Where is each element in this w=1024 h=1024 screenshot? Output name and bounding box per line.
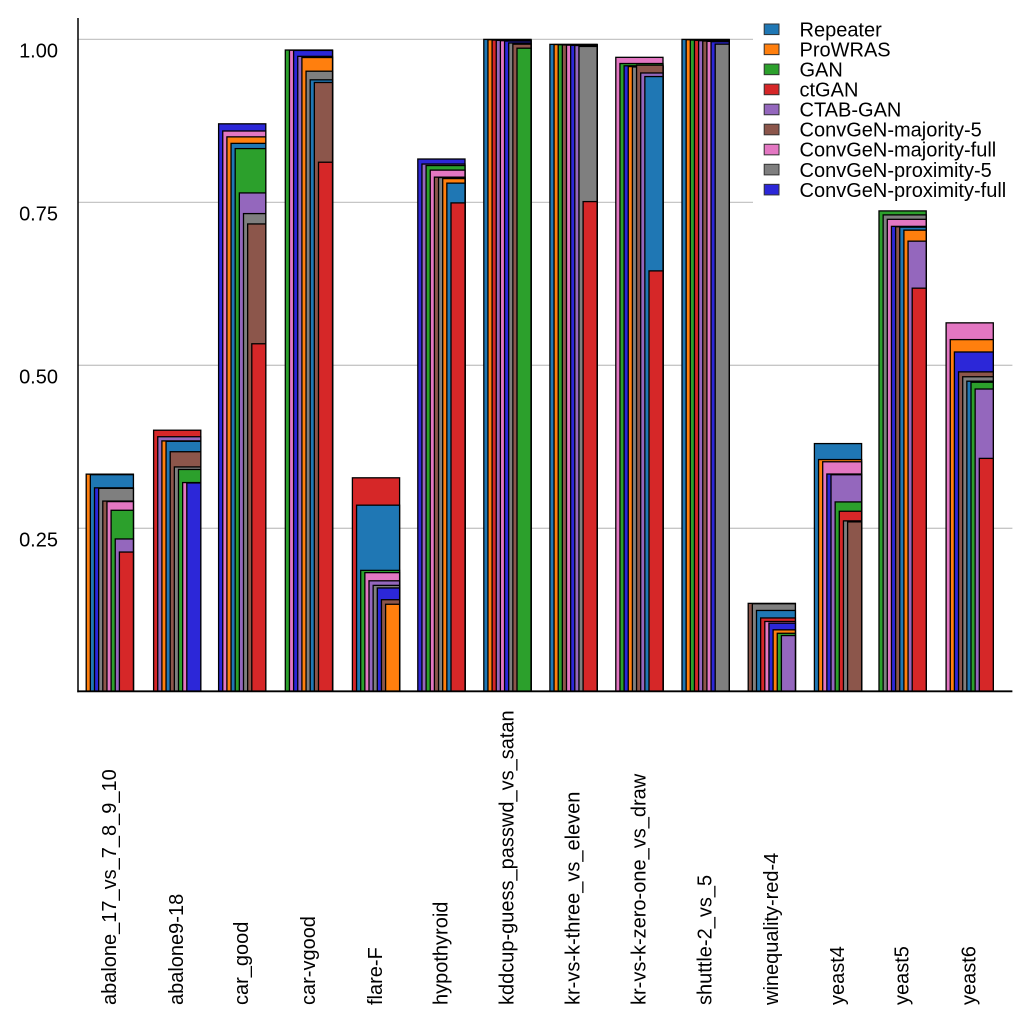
- svg-text:1.00: 1.00: [19, 40, 58, 62]
- svg-text:ctGAN: ctGAN: [800, 80, 859, 102]
- svg-text:shuttle-2_vs_5: shuttle-2_vs_5: [695, 875, 717, 1005]
- svg-text:0.25: 0.25: [19, 529, 58, 551]
- svg-text:ConvGeN-majority-5: ConvGeN-majority-5: [800, 120, 982, 142]
- svg-text:0.50: 0.50: [19, 366, 58, 388]
- svg-text:ConvGeN-proximity-full: ConvGeN-proximity-full: [800, 180, 1007, 202]
- svg-text:0.75: 0.75: [19, 203, 58, 225]
- svg-text:kr-vs-k-zero-one_vs_draw: kr-vs-k-zero-one_vs_draw: [628, 773, 650, 1005]
- svg-text:abalone_17_vs_7_8_9_10: abalone_17_vs_7_8_9_10: [99, 769, 121, 1005]
- svg-text:CTAB-GAN: CTAB-GAN: [800, 100, 902, 122]
- svg-text:kddcup-guess_passwd_vs_satan: kddcup-guess_passwd_vs_satan: [496, 710, 518, 1005]
- svg-text:car-vgood: car-vgood: [298, 916, 320, 1005]
- svg-text:winequality-red-4: winequality-red-4: [761, 853, 783, 1006]
- svg-text:yeast5: yeast5: [892, 946, 914, 1005]
- svg-text:hypothyroid: hypothyroid: [430, 902, 452, 1005]
- svg-text:yeast4: yeast4: [827, 946, 849, 1005]
- svg-text:GAN: GAN: [800, 60, 843, 82]
- svg-text:abalone9-18: abalone9-18: [166, 894, 188, 1005]
- svg-text:ConvGeN-proximity-5: ConvGeN-proximity-5: [800, 160, 992, 182]
- svg-text:car_good: car_good: [231, 922, 253, 1005]
- svg-text:ProWRAS: ProWRAS: [800, 40, 891, 62]
- svg-text:kr-vs-k-three_vs_eleven: kr-vs-k-three_vs_eleven: [563, 792, 585, 1005]
- svg-text:yeast6: yeast6: [959, 946, 981, 1005]
- svg-text:Repeater: Repeater: [800, 20, 883, 42]
- svg-text:flare-F: flare-F: [365, 947, 387, 1005]
- svg-text:ConvGeN-majority-full: ConvGeN-majority-full: [800, 140, 997, 162]
